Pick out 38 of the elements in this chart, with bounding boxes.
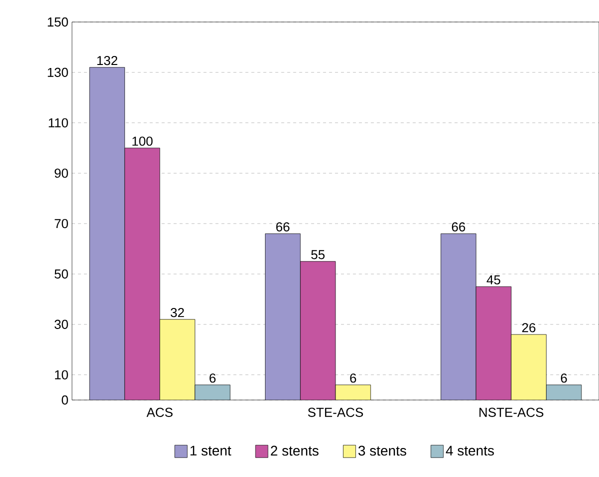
y-tick-label: 130 — [48, 68, 68, 77]
bar — [89, 67, 125, 400]
y-tick-label: 50 — [54, 269, 68, 279]
bar — [265, 233, 301, 400]
legend-label: 4 stents — [446, 446, 494, 456]
bar — [300, 261, 336, 400]
x-tick-label: STE-ACS — [308, 408, 363, 417]
y-tick-label: 90 — [54, 168, 68, 178]
data-label: 6 — [210, 374, 216, 383]
data-label: 6 — [560, 374, 567, 383]
bar — [194, 384, 230, 400]
y-tick-label: 30 — [54, 320, 68, 329]
data-label: 66 — [276, 222, 290, 232]
data-label: 32 — [170, 308, 184, 318]
x-tick-label: ACS — [146, 408, 173, 417]
bar — [335, 384, 371, 400]
bar — [124, 148, 160, 400]
y-tick-label: 10 — [55, 370, 68, 380]
data-label: 132 — [97, 56, 118, 66]
data-label: 100 — [132, 136, 153, 146]
data-label: 26 — [522, 323, 536, 332]
legend-label: 1 stent — [190, 446, 232, 456]
data-label: 55 — [311, 250, 325, 260]
legend-label: 3 stents — [358, 446, 406, 456]
y-tick-label: 150 — [48, 17, 68, 27]
y-tick-label: 0 — [62, 395, 68, 405]
bar — [546, 384, 582, 400]
bar — [476, 286, 512, 400]
legend-label: 2 stents — [270, 446, 318, 456]
y-tick-label: 70 — [54, 219, 68, 228]
data-label: 45 — [486, 275, 500, 284]
bar — [160, 319, 196, 400]
bar — [440, 233, 476, 400]
x-tick-label: NSTE-ACS — [479, 408, 544, 417]
bar — [510, 334, 547, 400]
y-tick-label: 110 — [48, 118, 68, 128]
data-label: 6 — [350, 374, 356, 383]
data-label: 66 — [452, 222, 466, 232]
